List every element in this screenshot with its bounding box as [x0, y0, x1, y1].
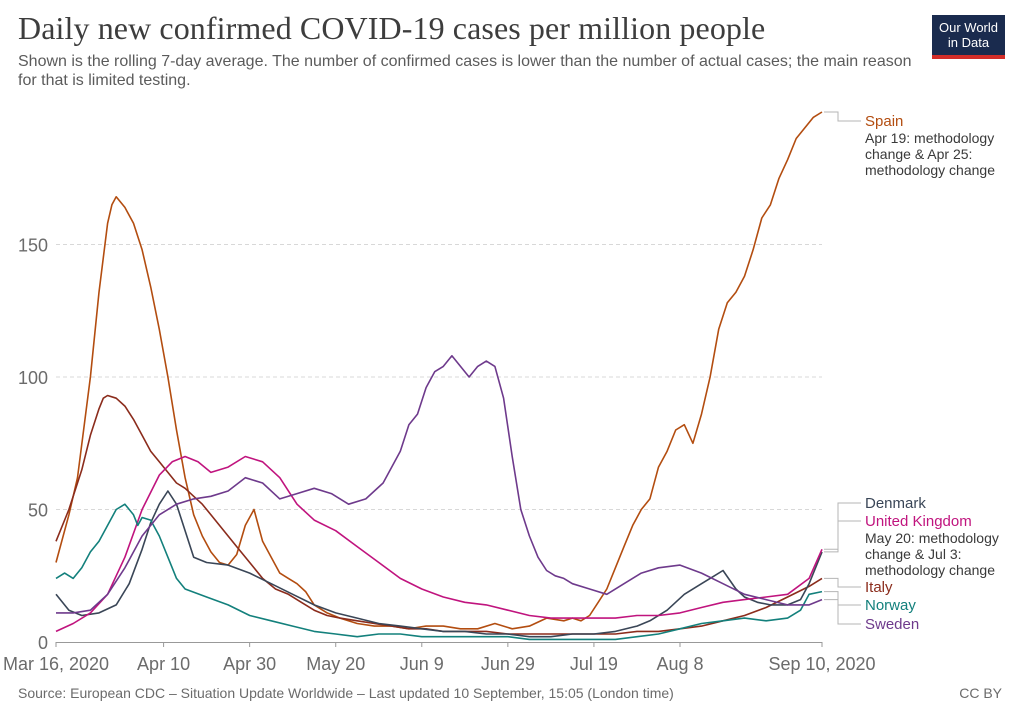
label-connector [824, 591, 861, 606]
label-connector [824, 577, 861, 588]
x-tick-label: Sep 10, 2020 [768, 654, 875, 674]
x-tick-label: Jun 9 [400, 654, 444, 674]
logo-line-2: in Data [947, 35, 990, 50]
y-tick-label: 150 [18, 236, 48, 256]
x-tick-label: Jun 29 [481, 654, 535, 674]
label-connector [824, 111, 861, 122]
series-line-sweden [56, 354, 823, 614]
label-connector [824, 520, 861, 550]
x-tick-label: Mar 16, 2020 [3, 654, 109, 674]
x-tick-label: Apr 10 [137, 654, 190, 674]
label-connector [824, 599, 861, 625]
series-label-norway: Norway [865, 597, 916, 614]
series-label-sweden: Sweden [865, 616, 919, 633]
series-note-line: change & Apr 25: [865, 146, 972, 162]
x-tick-label: Apr 30 [223, 654, 276, 674]
series-line-united-kingdom [55, 455, 823, 633]
x-tick-label: May 20 [306, 654, 365, 674]
series-note-line: methodology change [865, 162, 995, 178]
series-note-line: change & Jul 3: [865, 546, 962, 562]
series-line-norway [55, 503, 823, 641]
y-tick-label: 50 [28, 501, 48, 521]
license-link[interactable]: CC BY [959, 685, 1002, 701]
label-connector [824, 502, 861, 553]
series-label-denmark: Denmark [865, 495, 926, 512]
x-tick-label: Jul 19 [570, 654, 618, 674]
series-line-denmark [55, 490, 823, 638]
y-tick-label: 100 [18, 368, 48, 388]
logo-line-1: Our World [939, 20, 998, 35]
y-tick-label: 0 [38, 633, 48, 653]
owid-logo[interactable]: Our World in Data [932, 15, 1005, 59]
series-note-line: methodology change [865, 562, 995, 578]
series-label-italy: Italy [865, 579, 893, 596]
chart-title: Daily new confirmed COVID-19 cases per m… [18, 10, 766, 46]
x-tick-label: Aug 8 [656, 654, 703, 674]
series-line-italy [55, 394, 823, 635]
series-label-spain: Spain [865, 113, 903, 130]
series-note-line: May 20: methodology [865, 530, 999, 546]
series-note-line: Apr 19: methodology [865, 130, 994, 146]
series-line-spain [55, 111, 823, 630]
source-note: Source: European CDC – Situation Update … [18, 685, 674, 701]
chart-subtitle: Shown is the rolling 7-day average. The … [18, 53, 912, 89]
series-label-united-kingdom: United Kingdom [865, 513, 972, 530]
